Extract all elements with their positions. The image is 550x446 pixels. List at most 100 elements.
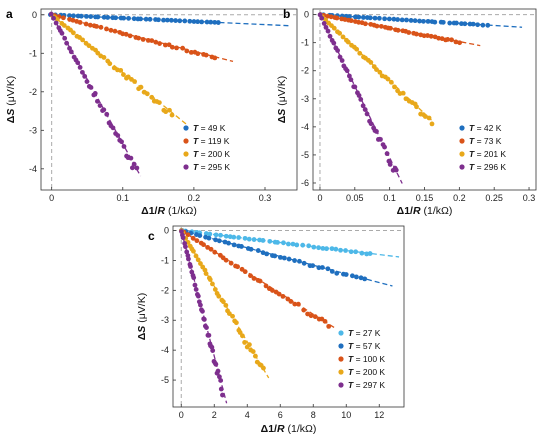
data-point [263, 283, 269, 289]
data-point [393, 167, 399, 173]
data-point [403, 96, 409, 102]
data-point [68, 49, 74, 55]
data-point [449, 37, 454, 43]
legend: T = 42 KT = 73 KT = 201 KT = 296 K [459, 123, 506, 172]
data-point [286, 241, 291, 247]
data-point [368, 60, 374, 65]
data-point [184, 249, 190, 255]
legend: T = 27 KT = 57 KT = 100 KT = 200 KT = 29… [338, 328, 385, 390]
legend-symbol: T [348, 380, 354, 390]
data-point [376, 15, 382, 21]
data-point [382, 16, 387, 22]
data-point [328, 14, 334, 20]
data-point [105, 15, 111, 20]
data-point [208, 246, 214, 252]
series-0 [48, 12, 290, 27]
data-point [367, 251, 373, 256]
data-point [235, 264, 240, 270]
data-point [280, 293, 286, 299]
series-2 [318, 12, 435, 127]
legend-marker [183, 164, 189, 170]
data-point [97, 103, 103, 109]
data-point [132, 79, 138, 84]
legend-symbol: T [348, 328, 354, 338]
plot-frame [40, 8, 298, 191]
legend-value: = 297 K [353, 380, 385, 390]
data-point [364, 111, 370, 117]
data-point [320, 245, 326, 251]
data-point [348, 18, 354, 24]
data-point [252, 353, 258, 359]
legend-symbol: T [469, 123, 475, 133]
data-point [156, 100, 162, 105]
y-tick-label: -4 [301, 122, 309, 132]
data-point [239, 244, 244, 249]
data-point [292, 258, 298, 263]
chart-panel-b: 0 0.05 0.1 0.15 0.2 0.25 0.3 0 -1 -2 -3 -4 -5 -6 Δ1/R … [276, 7, 537, 217]
data-point [333, 246, 339, 252]
data-point [316, 245, 321, 251]
y-tick-label: -2 [29, 87, 37, 97]
data-point [195, 293, 201, 299]
data-point [203, 231, 209, 236]
x-tick-label: 10 [341, 410, 351, 420]
data-point [53, 20, 59, 26]
data-point [121, 144, 127, 149]
legend-entry: T = 200 K [348, 367, 385, 377]
data-point [201, 317, 207, 322]
y-axis-label-symbol: S [5, 109, 17, 116]
data-point [208, 19, 214, 25]
y-axis-label-main: Δ [5, 115, 17, 123]
data-point [200, 308, 205, 314]
data-point [417, 18, 422, 24]
data-point [334, 15, 340, 21]
data-point [162, 42, 168, 48]
data-point [84, 79, 90, 84]
data-point [70, 30, 76, 36]
y-tick-label: -2 [161, 285, 169, 295]
data-point [248, 273, 253, 279]
legend-value: = 296 K [474, 162, 506, 172]
data-point [206, 332, 212, 338]
x-axis-label-unit: (1/kΩ) [421, 205, 453, 217]
data-point [297, 258, 302, 264]
data-point [173, 18, 178, 23]
x-axis-label-symbol: R [413, 205, 421, 217]
data-point [432, 19, 438, 25]
data-point [288, 299, 294, 304]
data-point [112, 28, 118, 34]
data-point [236, 235, 242, 240]
data-point [323, 24, 329, 30]
legend-symbol: T [469, 136, 475, 146]
y-tick-label: -3 [161, 315, 169, 325]
data-point [218, 378, 224, 383]
data-point [340, 34, 346, 40]
data-point [404, 17, 409, 23]
data-point [186, 256, 191, 262]
legend-symbol: T [469, 149, 475, 159]
data-point [207, 277, 213, 282]
data-point [161, 17, 166, 23]
x-axis-label-unit: (1/kΩ) [285, 423, 317, 435]
data-point [400, 90, 406, 96]
data-point [223, 257, 229, 263]
y-axis-label-unit: (μV/K) [136, 293, 148, 326]
x-axis-label-unit: (1/kΩ) [165, 205, 197, 217]
y-tick-label: -1 [29, 48, 37, 58]
data-point [306, 243, 312, 249]
y-axis-label-symbol: S [276, 109, 288, 116]
data-point [422, 114, 428, 119]
data-point [485, 22, 491, 28]
data-point [212, 19, 218, 25]
x-axis-label: Δ1/R (1/kΩ) [397, 205, 453, 217]
data-point [316, 265, 322, 271]
y-tick-label: -1 [301, 38, 309, 48]
data-point [264, 251, 270, 257]
data-point [140, 37, 146, 42]
data-point [276, 291, 282, 297]
data-point [459, 21, 464, 27]
data-point [368, 121, 374, 127]
data-point [255, 248, 261, 253]
series-2 [49, 12, 188, 126]
y-tick-label: -3 [29, 125, 37, 135]
